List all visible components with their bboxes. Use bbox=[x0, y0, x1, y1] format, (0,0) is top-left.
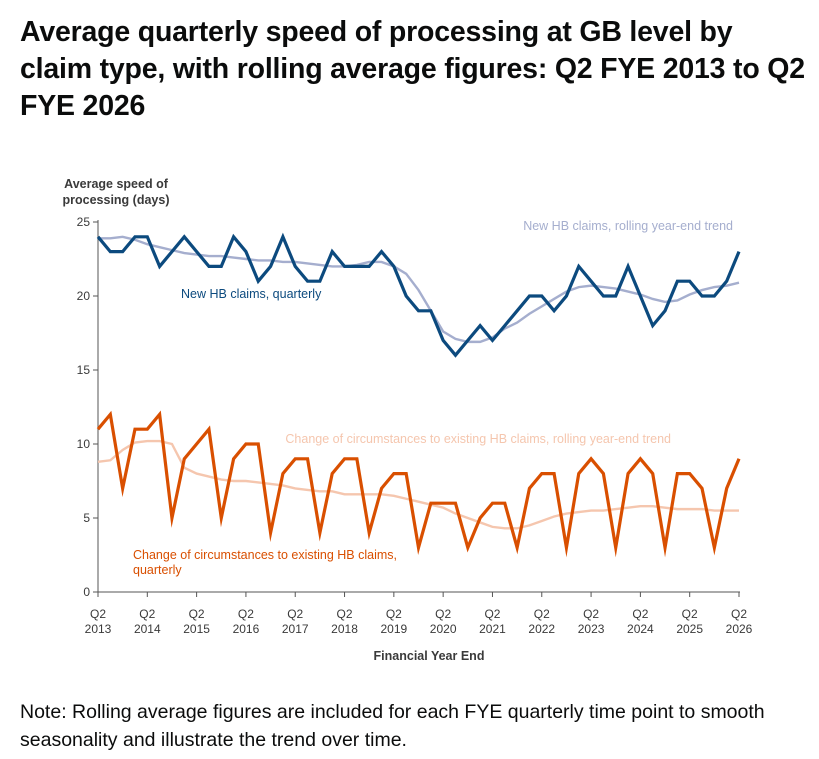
x-tick-label-quarter: Q2 bbox=[337, 607, 353, 621]
label-coc-rolling: Change of circumstances to existing HB c… bbox=[285, 432, 671, 446]
x-tick-label-quarter: Q2 bbox=[189, 607, 205, 621]
y-tick-label: 10 bbox=[77, 437, 91, 451]
x-tick-label-quarter: Q2 bbox=[731, 607, 747, 621]
y-tick-label: 20 bbox=[77, 289, 91, 303]
series-line-new-hb-rolling bbox=[98, 235, 740, 344]
series-layer bbox=[96, 232, 741, 558]
y-axis-title-line: processing (days) bbox=[63, 193, 170, 207]
series-line-coc-rolling bbox=[97, 439, 739, 530]
series-line-new-hb-quarterly bbox=[96, 232, 741, 358]
x-tick-label-year: 2015 bbox=[183, 622, 210, 636]
series-labels: New HB claims, rolling year-end trend New… bbox=[133, 219, 733, 577]
x-tick-label-year: 2018 bbox=[331, 622, 358, 636]
x-tick-label-quarter: Q2 bbox=[583, 607, 599, 621]
x-tick-label-quarter: Q2 bbox=[435, 607, 451, 621]
y-axis-title: Average speed of processing (days) bbox=[63, 177, 170, 207]
y-tick-label: 15 bbox=[77, 363, 91, 377]
label-new-hb-rolling: New HB claims, rolling year-end trend bbox=[523, 219, 733, 233]
x-tick-label-year: 2026 bbox=[726, 622, 753, 636]
x-tick-label-year: 2023 bbox=[578, 622, 605, 636]
x-tick-label-year: 2016 bbox=[233, 622, 260, 636]
x-tick-label-quarter: Q2 bbox=[484, 607, 500, 621]
label-coc-quarterly: Change of circumstances to existing HB c… bbox=[133, 548, 397, 562]
chart-title: Average quarterly speed of processing at… bbox=[20, 16, 805, 122]
x-tick-label-quarter: Q2 bbox=[238, 607, 254, 621]
x-tick-label-year: 2019 bbox=[380, 622, 407, 636]
y-axis-title-line: Average speed of bbox=[64, 177, 169, 191]
x-tick-label-year: 2025 bbox=[676, 622, 703, 636]
y-axis: 0 5 10 15 20 25 bbox=[77, 215, 99, 599]
x-tick-label-quarter: Q2 bbox=[90, 607, 106, 621]
label-coc-quarterly: quarterly bbox=[133, 563, 182, 577]
x-tick-label-quarter: Q2 bbox=[139, 607, 155, 621]
x-axis-title: Financial Year End bbox=[374, 649, 485, 663]
x-tick-label-year: 2021 bbox=[479, 622, 506, 636]
x-tick-label-quarter: Q2 bbox=[287, 607, 303, 621]
x-tick-label-year: 2024 bbox=[627, 622, 654, 636]
x-tick-label-quarter: Q2 bbox=[534, 607, 550, 621]
x-tick-label-year: 2014 bbox=[134, 622, 161, 636]
x-tick-label-year: 2013 bbox=[85, 622, 112, 636]
x-tick-label-year: 2020 bbox=[430, 622, 457, 636]
label-new-hb-quarterly: New HB claims, quarterly bbox=[181, 287, 322, 301]
x-tick-label-year: 2017 bbox=[282, 622, 309, 636]
y-tick-label: 0 bbox=[83, 585, 90, 599]
x-tick-label-quarter: Q2 bbox=[632, 607, 648, 621]
x-tick-label-quarter: Q2 bbox=[386, 607, 402, 621]
x-axis: Q22013Q22014Q22015Q22016Q22017Q22018Q220… bbox=[85, 591, 753, 636]
x-tick-label-quarter: Q2 bbox=[682, 607, 698, 621]
y-tick-label: 5 bbox=[83, 511, 90, 525]
line-chart: Average speed of processing (days) 0 5 10 15… bbox=[63, 177, 753, 663]
y-tick-label: 25 bbox=[77, 215, 91, 229]
x-tick-label-year: 2022 bbox=[528, 622, 555, 636]
series-line-coc-quarterly bbox=[96, 410, 741, 558]
chart-note: Note: Rolling average figures are includ… bbox=[20, 701, 765, 751]
